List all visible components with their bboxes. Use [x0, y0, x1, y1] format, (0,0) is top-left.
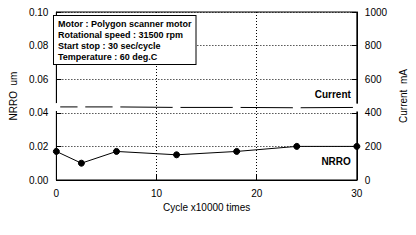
svg-text:Rotational speed : 31500 rpm: Rotational speed : 31500 rpm [58, 30, 183, 40]
svg-text:30: 30 [351, 188, 363, 199]
svg-text:0.04: 0.04 [29, 107, 49, 118]
svg-text:Current: Current [315, 89, 352, 100]
svg-text:NRRO um: NRRO um [8, 72, 19, 121]
svg-text:Cycle x10000 times: Cycle x10000 times [163, 202, 250, 213]
svg-text:10: 10 [151, 188, 163, 199]
svg-text:0.02: 0.02 [29, 141, 49, 152]
svg-text:0: 0 [365, 175, 371, 186]
svg-text:20: 20 [251, 188, 263, 199]
svg-text:Motor : Polygon scanner motor: Motor : Polygon scanner motor [58, 19, 192, 29]
svg-text:0.08: 0.08 [29, 40, 49, 51]
svg-text:Current mA: Current mA [398, 69, 409, 123]
svg-text:1000: 1000 [365, 7, 388, 18]
svg-text:600: 600 [365, 74, 382, 85]
svg-text:0.10: 0.10 [29, 7, 49, 18]
svg-text:Temperature : 60 deg.C: Temperature : 60 deg.C [58, 52, 158, 62]
svg-text:0.00: 0.00 [29, 175, 49, 186]
svg-text:0.06: 0.06 [29, 74, 49, 85]
svg-text:Start stop : 30 sec/cycle: Start stop : 30 sec/cycle [58, 41, 161, 51]
svg-text:200: 200 [365, 141, 382, 152]
svg-text:400: 400 [365, 107, 382, 118]
svg-text:NRRO: NRRO [321, 156, 351, 167]
svg-text:0: 0 [54, 188, 60, 199]
svg-text:800: 800 [365, 40, 382, 51]
